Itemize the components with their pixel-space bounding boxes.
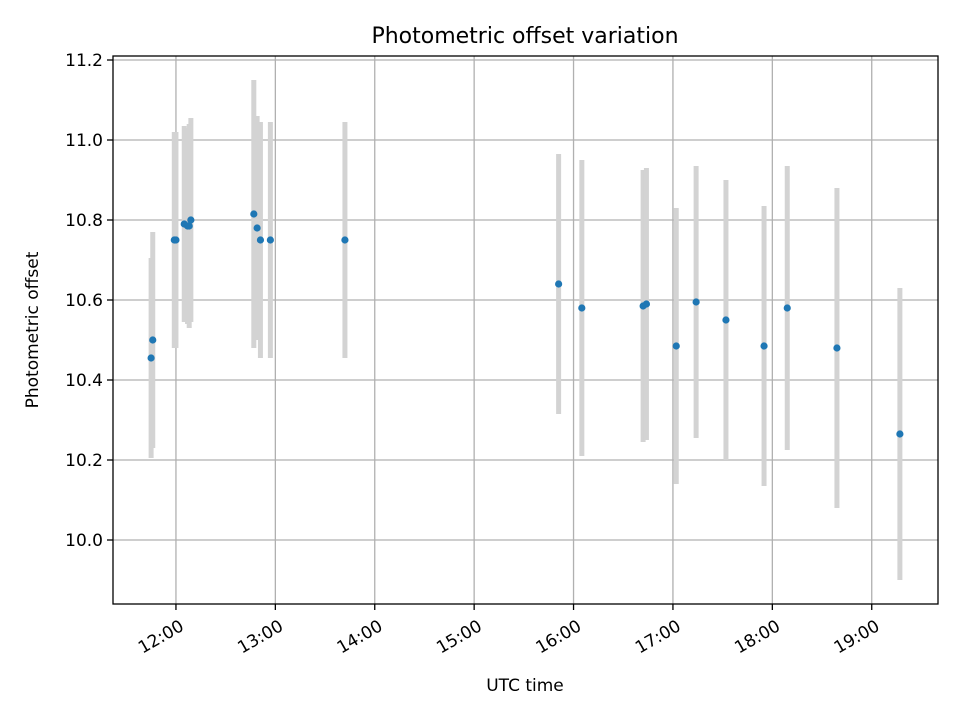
y-tick-label: 10.0 [65, 531, 103, 551]
data-points [147, 210, 904, 438]
y-tick-label: 10.4 [65, 371, 103, 391]
y-tick-label: 10.2 [65, 451, 103, 471]
data-point [642, 300, 651, 308]
data-point [187, 216, 195, 224]
data-point [760, 342, 768, 350]
y-tick-label: 10.8 [65, 211, 103, 231]
data-point [147, 354, 155, 362]
y-tick-label: 10.6 [65, 291, 103, 311]
data-point [692, 298, 700, 306]
data-point [722, 316, 730, 324]
chart-title: Photometric offset variation [371, 24, 678, 49]
data-point [185, 222, 193, 230]
grid [113, 56, 938, 604]
y-axis-ticks: 10.0 10.2 10.4 10.6 10.8 11.0 11.2 [65, 51, 113, 551]
data-point [578, 304, 586, 312]
data-point [833, 344, 841, 352]
data-point [341, 236, 349, 244]
y-axis-label: Photometric offset [23, 251, 43, 408]
data-point [256, 236, 265, 244]
data-point [896, 430, 904, 438]
data-point [172, 236, 180, 244]
data-point [266, 236, 274, 244]
x-axis-label: UTC time [486, 676, 564, 696]
data-point [250, 210, 258, 218]
data-point [783, 304, 791, 312]
data-point [253, 224, 261, 232]
y-tick-label: 11.0 [65, 131, 103, 151]
y-tick-label: 11.2 [65, 51, 103, 71]
data-point [555, 280, 563, 288]
plot-frame [112, 55, 939, 605]
data-point [672, 342, 680, 350]
data-point [149, 336, 157, 344]
